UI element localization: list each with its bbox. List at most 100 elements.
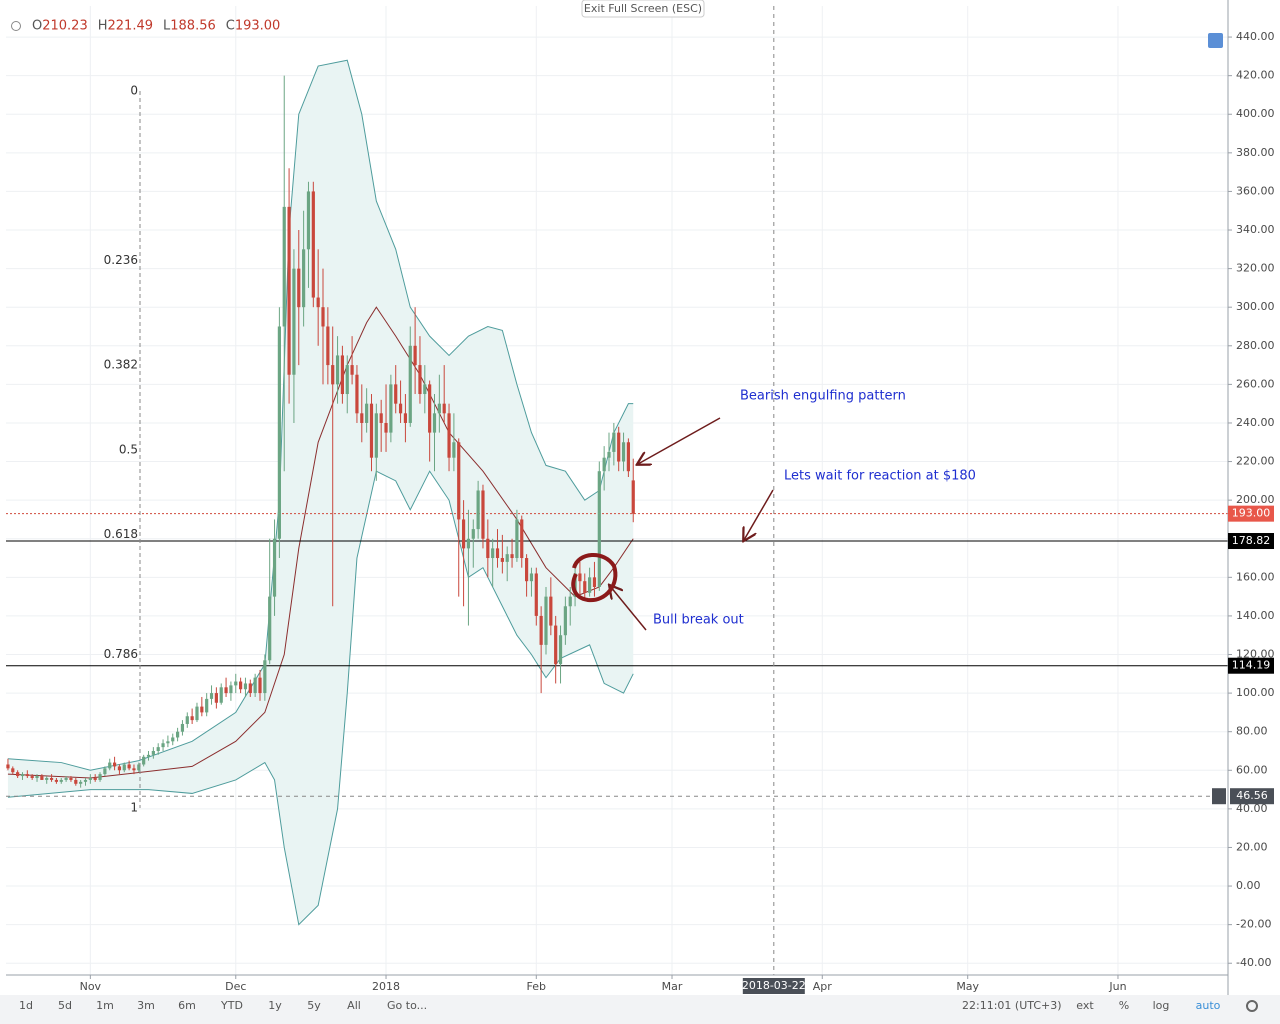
candle-body xyxy=(476,490,480,530)
candle-body xyxy=(49,777,54,780)
range-button[interactable]: 6m xyxy=(178,999,196,1012)
candle-body xyxy=(588,577,592,593)
y-tick-label: 40.00 xyxy=(1236,802,1268,815)
option-button[interactable]: log xyxy=(1153,999,1170,1012)
candle-body xyxy=(190,716,194,721)
candle-body xyxy=(365,403,369,423)
band-fill xyxy=(7,60,634,925)
crosshair-plus[interactable] xyxy=(1212,788,1226,805)
candle-body xyxy=(544,596,548,645)
ohlc-value: 221.49 xyxy=(108,19,154,34)
candle-body xyxy=(151,750,155,755)
range-button[interactable]: 5d xyxy=(58,999,72,1012)
candle-body xyxy=(486,538,490,559)
y-tick-label: 100.00 xyxy=(1236,686,1275,699)
candle-body xyxy=(142,756,146,765)
candle-body xyxy=(331,365,335,385)
candle-body xyxy=(563,606,567,636)
y-tick-label: 360.00 xyxy=(1236,184,1275,197)
lower-band-line xyxy=(7,470,634,926)
range-button[interactable]: 1y xyxy=(268,999,282,1012)
range-button[interactable]: All xyxy=(347,999,361,1012)
range-button[interactable]: 3m xyxy=(137,999,155,1012)
candle-body xyxy=(428,384,432,433)
candle-body xyxy=(83,779,88,782)
ohlc-key: H xyxy=(98,19,108,34)
y-tick-label: 120.00 xyxy=(1236,648,1275,661)
settings-button[interactable] xyxy=(1246,1000,1258,1012)
range-button[interactable]: YTD xyxy=(220,999,243,1012)
candle-body xyxy=(146,754,151,757)
candle-body xyxy=(243,683,248,690)
candle-body xyxy=(132,768,136,771)
option-button[interactable]: % xyxy=(1119,999,1129,1012)
candle-body xyxy=(45,777,49,780)
x-tick-label: 2018 xyxy=(372,980,400,993)
candle-body xyxy=(457,442,461,520)
range-button[interactable]: 5y xyxy=(307,999,321,1012)
candle-body xyxy=(248,683,252,694)
candle-body xyxy=(166,741,170,744)
candle-body xyxy=(292,268,296,375)
crosshair-x-label: 2018-03-22 xyxy=(742,979,806,992)
x-tick-label: Dec xyxy=(225,980,246,993)
candle-body xyxy=(98,774,102,780)
candle-body xyxy=(219,687,223,703)
candle-body xyxy=(127,764,131,769)
crosshair-y-box xyxy=(1230,788,1274,805)
level-label-box xyxy=(1228,533,1274,550)
candle-body xyxy=(11,768,15,773)
candle-body xyxy=(180,723,185,732)
candle-body xyxy=(500,558,504,562)
crosshair-x-box xyxy=(742,978,805,994)
y-tick-label: -20.00 xyxy=(1236,918,1271,931)
candle-body xyxy=(461,519,466,549)
candle-body xyxy=(597,471,601,587)
annotation: Lets wait for reaction at $180 xyxy=(784,469,976,484)
candle-body xyxy=(258,677,262,694)
candle-body xyxy=(161,743,165,748)
candle-body xyxy=(437,403,441,414)
candle-body xyxy=(340,355,345,395)
x-tick-label: Jun xyxy=(1108,980,1126,993)
exit-button[interactable] xyxy=(581,0,705,18)
candle-body xyxy=(59,779,63,782)
ohlc-key: C xyxy=(226,19,235,34)
candle-body xyxy=(175,731,180,738)
candle-body xyxy=(558,635,563,665)
candle-body xyxy=(418,365,422,395)
range-button[interactable]: 1d xyxy=(19,999,33,1012)
candle-body xyxy=(379,413,383,423)
candle-body xyxy=(64,777,68,780)
option-button[interactable]: auto xyxy=(1196,999,1221,1012)
level-label-box xyxy=(1228,657,1274,674)
candle-body xyxy=(195,706,199,721)
candle-body xyxy=(335,355,340,385)
y-tick-label: 220.00 xyxy=(1236,455,1275,468)
candle-body xyxy=(529,573,534,582)
y-tick-label: 200.00 xyxy=(1236,493,1275,506)
candle-body xyxy=(369,403,374,458)
candle-body xyxy=(156,747,160,751)
candle-body xyxy=(481,490,485,539)
range-button[interactable]: 1m xyxy=(96,999,114,1012)
candle-body xyxy=(360,413,364,423)
candle-body xyxy=(626,442,630,472)
candle-body xyxy=(592,577,597,587)
option-button[interactable]: ext xyxy=(1076,999,1094,1012)
scale-icon[interactable] xyxy=(1208,33,1223,48)
x-tick-label: Feb xyxy=(527,980,546,993)
candle-body xyxy=(621,442,626,462)
candle-body xyxy=(108,762,112,769)
candle-body xyxy=(117,766,122,771)
y-tick-label: 320.00 xyxy=(1236,262,1275,275)
goto-button[interactable]: Go to... xyxy=(387,999,427,1012)
fib-label: 0.618 xyxy=(104,527,138,541)
candle-body xyxy=(510,554,514,559)
ohlc-value: 188.56 xyxy=(170,19,216,34)
legend-toggle[interactable] xyxy=(11,21,21,31)
y-tick-label: 240.00 xyxy=(1236,416,1275,429)
candle-body xyxy=(282,206,286,327)
candle-body xyxy=(413,345,417,366)
